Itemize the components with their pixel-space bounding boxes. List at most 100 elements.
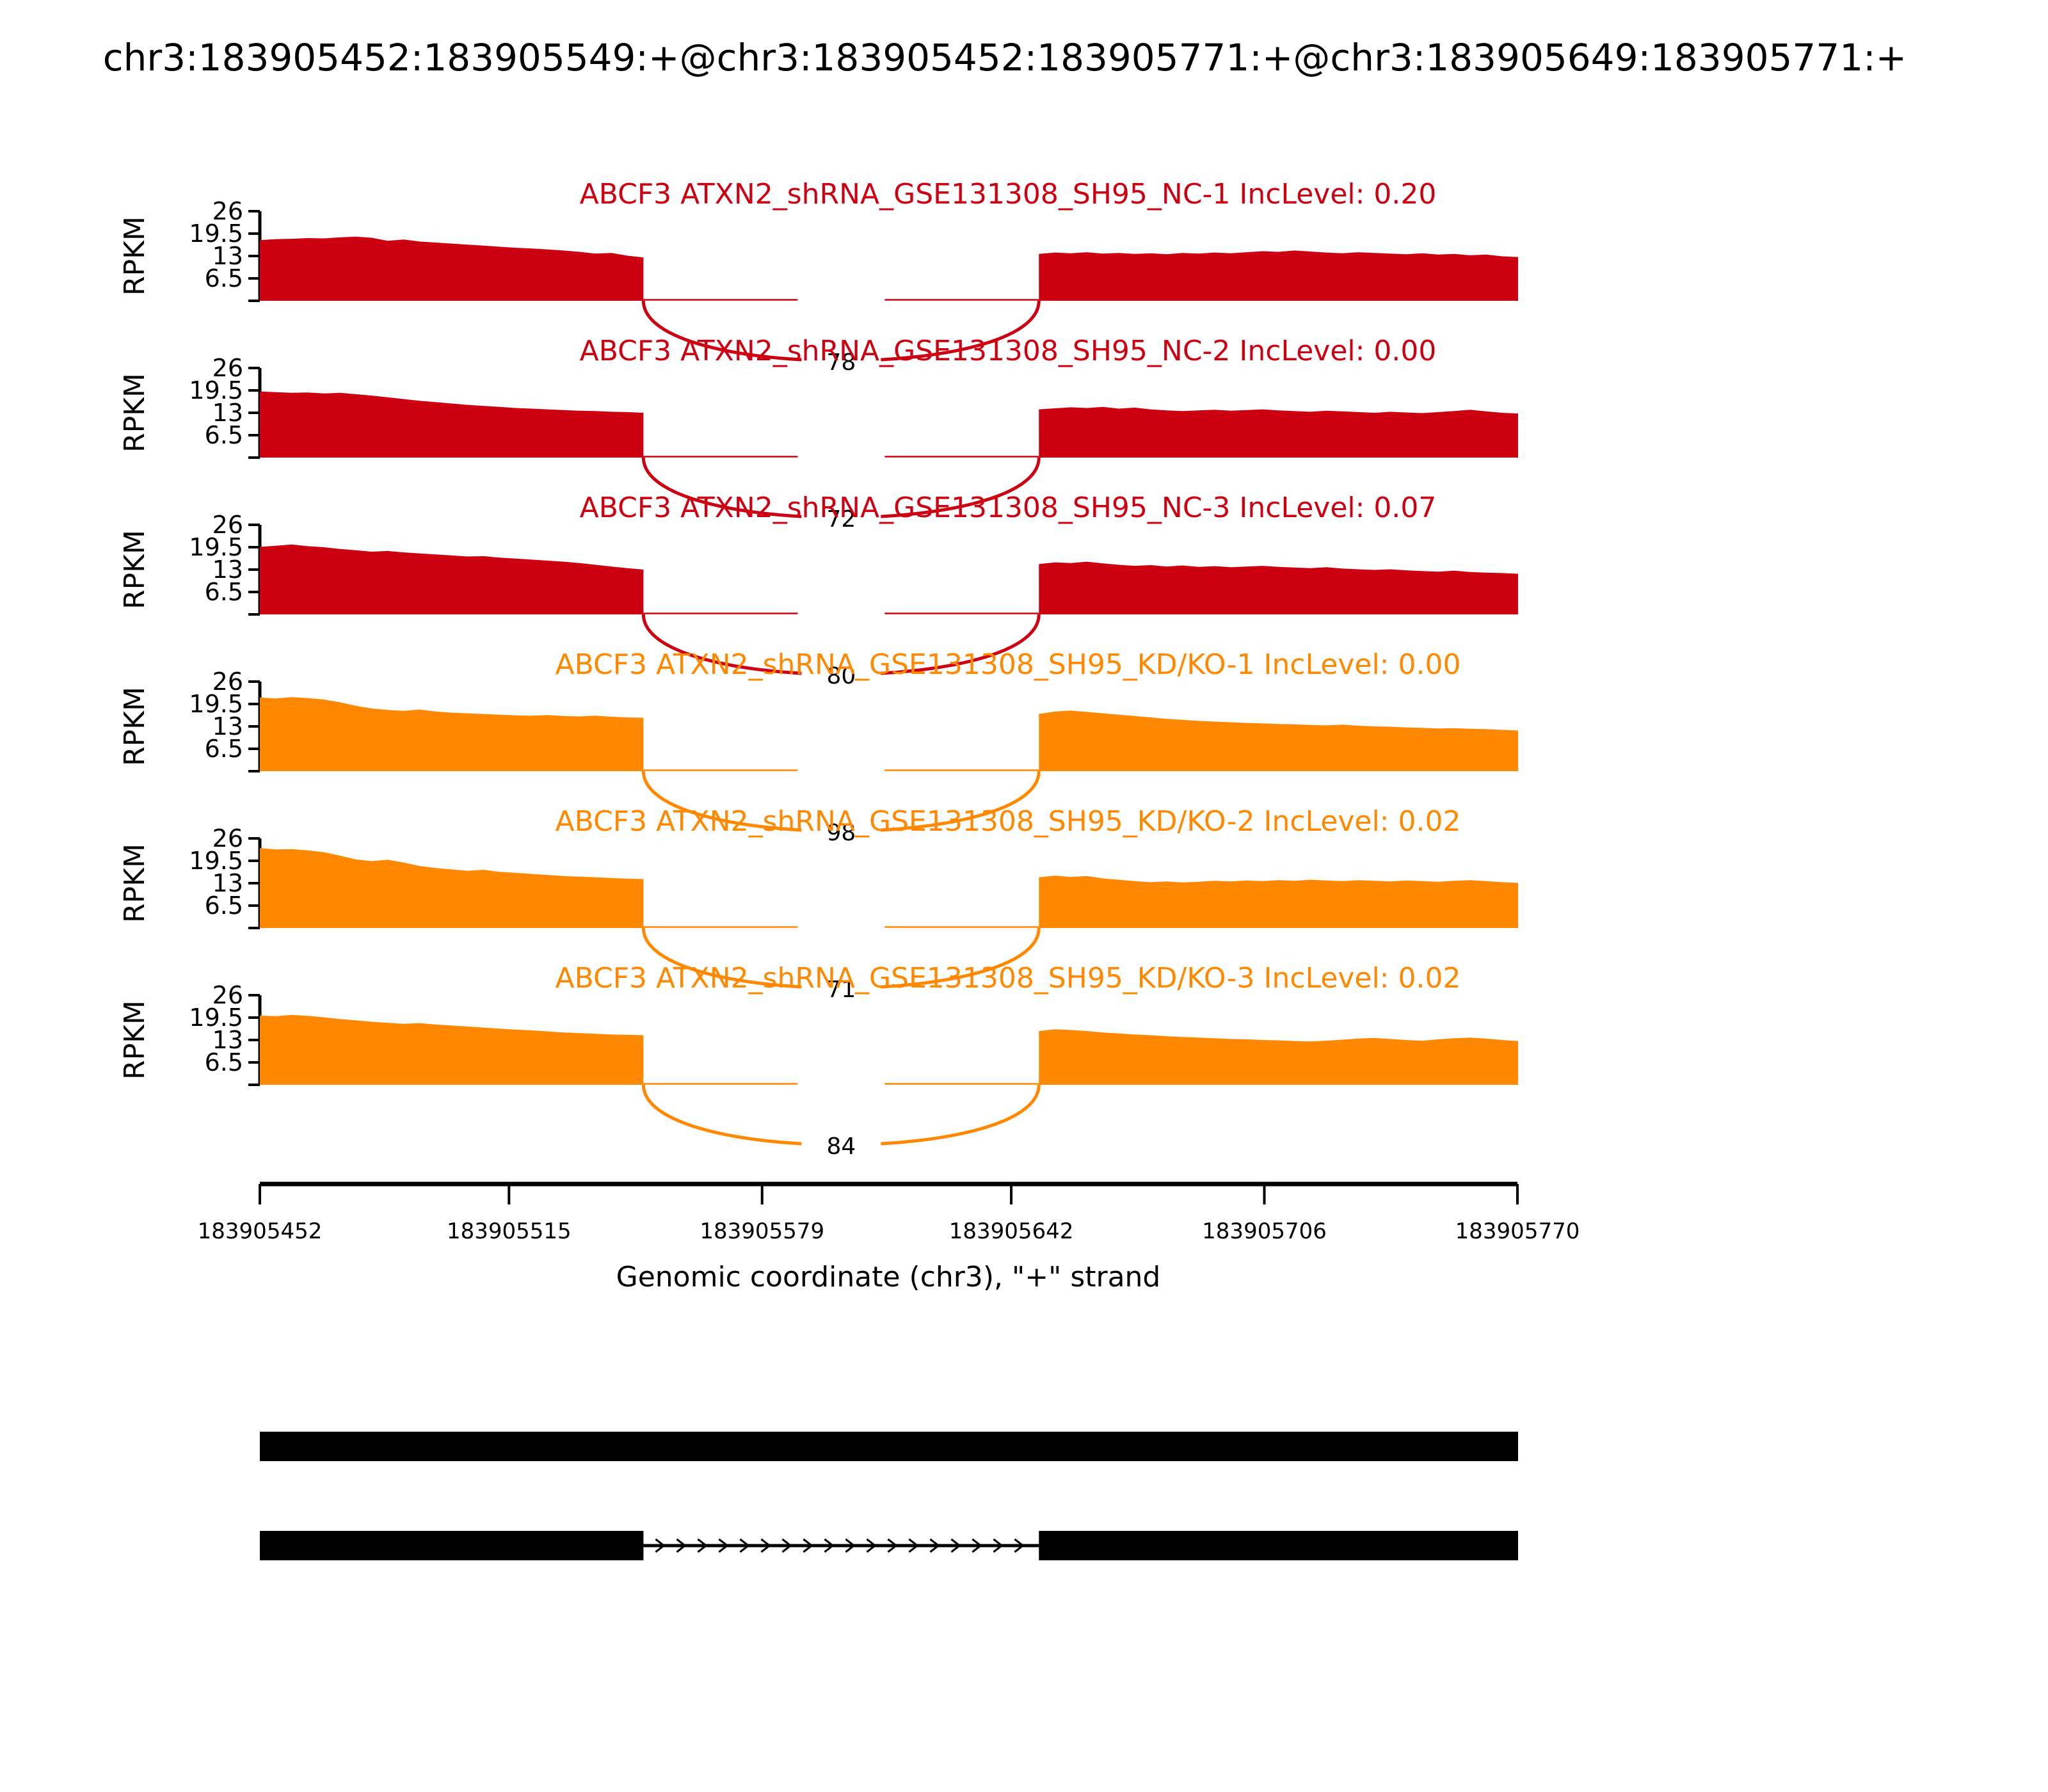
- coverage-area: [260, 1014, 644, 1085]
- y-tick-label: 13: [212, 712, 243, 740]
- y-axis-label: RPKM: [118, 373, 151, 452]
- junction-label-gap: [801, 1128, 881, 1162]
- y-tick-label: 6.5: [205, 421, 243, 449]
- junction-read-count: 78: [826, 349, 856, 376]
- y-tick-label: 13: [212, 1026, 243, 1054]
- coverage-area: [260, 544, 644, 614]
- strand-direction-arrow: [803, 1538, 813, 1553]
- y-tick-label: 26: [212, 197, 243, 225]
- y-tick-label: 19.5: [189, 1004, 243, 1032]
- y-axis-label: RPKM: [118, 844, 151, 923]
- strand-direction-arrow: [993, 1538, 1004, 1553]
- strand-direction-arrow: [887, 1538, 898, 1553]
- isoform-skipping-exon: [1039, 1531, 1518, 1560]
- y-tick-label: 13: [212, 242, 243, 270]
- isoform-inclusion-exon: [260, 1432, 1518, 1461]
- y-axis-label: RPKM: [118, 216, 151, 296]
- strand-direction-arrow: [950, 1538, 961, 1553]
- track-title: ABCF3 ATXN2_shRNA_GSE131308_SH95_KD/KO-2…: [555, 805, 1460, 838]
- coverage-area: [1039, 561, 1518, 614]
- x-tick-label: 183905515: [447, 1219, 572, 1244]
- strand-direction-arrow: [739, 1538, 750, 1553]
- y-tick-label: 19.5: [189, 533, 243, 561]
- coverage-area: [260, 391, 644, 458]
- x-axis-title: Genomic coordinate (chr3), "+" strand: [616, 1261, 1161, 1293]
- track-title: ABCF3 ATXN2_shRNA_GSE131308_SH95_NC-3 In…: [580, 492, 1437, 524]
- junction-read-count: 84: [826, 1133, 856, 1160]
- y-tick-label: 19.5: [189, 376, 243, 404]
- y-tick-label: 26: [212, 354, 243, 382]
- track-title: ABCF3 ATXN2_shRNA_GSE131308_SH95_NC-2 In…: [580, 335, 1437, 367]
- strand-direction-arrow: [697, 1538, 708, 1553]
- junction-label-gap: [801, 972, 881, 1005]
- y-tick-label: 6.5: [205, 578, 243, 606]
- y-tick-label: 13: [212, 556, 243, 584]
- x-tick-label: 183905579: [700, 1219, 824, 1244]
- y-tick-label: 6.5: [205, 1048, 243, 1076]
- x-tick-label: 183905706: [1202, 1219, 1327, 1244]
- junction-read-count: 98: [826, 820, 856, 846]
- coverage-area: [260, 697, 644, 771]
- strand-direction-arrow: [929, 1538, 940, 1553]
- y-tick-label: 13: [212, 869, 243, 897]
- y-axis-label: RPKM: [118, 1000, 151, 1080]
- isoform-skipping-exon: [260, 1531, 644, 1560]
- strand-direction-arrow: [972, 1538, 982, 1553]
- strand-direction-arrow: [676, 1538, 687, 1553]
- y-tick-label: 19.5: [189, 220, 243, 248]
- y-axis-label: RPKM: [118, 530, 151, 609]
- x-axis: 183905452 183905515 183905579 183905642 1839…: [198, 1181, 1580, 1244]
- y-tick-label: 26: [212, 824, 243, 852]
- junction-read-count: 80: [826, 663, 856, 689]
- x-tick-label: 183905642: [949, 1219, 1074, 1244]
- strand-direction-arrow: [824, 1538, 835, 1553]
- junction-read-count: 72: [826, 506, 856, 532]
- coverage-area: [1039, 1029, 1518, 1085]
- strand-direction-arrow: [1014, 1538, 1025, 1553]
- y-tick-label: 26: [212, 511, 243, 539]
- y-tick-label: 6.5: [205, 264, 243, 292]
- y-tick-label: 19.5: [189, 690, 243, 718]
- strand-direction-arrow: [718, 1538, 729, 1553]
- junction-read-count: 71: [826, 977, 856, 1003]
- track-title: ABCF3 ATXN2_shRNA_GSE131308_SH95_NC-1 In…: [580, 178, 1437, 211]
- strand-direction-arrow: [866, 1538, 877, 1553]
- gene-model: [260, 1432, 1518, 1560]
- strand-direction-arrow: [781, 1538, 792, 1553]
- strand-direction-arrow: [845, 1538, 856, 1553]
- y-tick-label: 26: [212, 668, 243, 696]
- track-title: ABCF3 ATXN2_shRNA_GSE131308_SH95_KD/KO-1…: [555, 648, 1460, 681]
- y-tick-label: 26: [212, 981, 243, 1009]
- y-tick-label: 19.5: [189, 847, 243, 875]
- coverage-area: [1039, 710, 1518, 771]
- junction-label-gap: [801, 344, 881, 378]
- strand-direction-arrow: [655, 1538, 666, 1553]
- x-tick-label: 183905452: [198, 1219, 323, 1244]
- strand-direction-arrow: [760, 1538, 771, 1553]
- coverage-area: [260, 848, 644, 928]
- track-title: ABCF3 ATXN2_shRNA_GSE131308_SH95_KD/KO-3…: [555, 962, 1460, 995]
- y-tick-label: 6.5: [205, 735, 243, 763]
- junction-label-gap: [801, 501, 881, 534]
- coverage-area: [1039, 406, 1518, 458]
- y-tick-label: 6.5: [205, 892, 243, 920]
- figure-title: chr3:183905452:183905549:+@chr3:18390545…: [103, 36, 1907, 79]
- y-axis-label: RPKM: [118, 687, 151, 766]
- y-tick-label: 13: [212, 399, 243, 427]
- coverage-area: [1039, 876, 1518, 928]
- junction-label-gap: [801, 658, 881, 691]
- junction-label-gap: [801, 815, 881, 848]
- x-tick-label: 183905770: [1455, 1219, 1580, 1244]
- coverage-area: [260, 236, 644, 301]
- coverage-area: [1039, 250, 1518, 301]
- strand-direction-arrow: [908, 1538, 919, 1553]
